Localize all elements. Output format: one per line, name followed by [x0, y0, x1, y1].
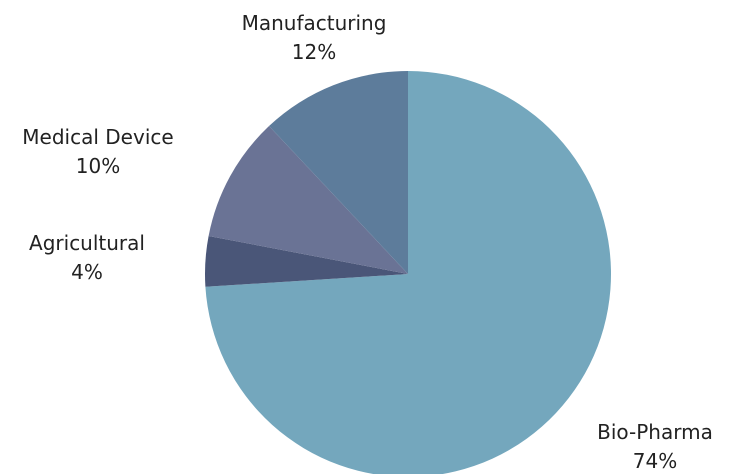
slice-value-bio-pharma: 74% — [632, 449, 678, 473]
pie-slices — [205, 71, 611, 474]
pie-slice-agricultural — [205, 235, 408, 287]
slice-name-bio-pharma: Bio-Pharma — [597, 420, 713, 444]
slice-label-agricultural: Agricultural 4% — [29, 229, 145, 287]
slice-name-medical-device: Medical Device — [22, 125, 174, 149]
slice-value-agricultural: 4% — [71, 260, 103, 284]
slice-name-manufacturing: Manufacturing — [241, 11, 387, 35]
slice-value-manufacturing: 12% — [291, 40, 337, 64]
pie-slice-bio-pharma — [205, 71, 611, 474]
slice-label-manufacturing: Manufacturing 12% — [242, 9, 387, 67]
pie-slice-manufacturing — [269, 71, 408, 274]
slice-value-medical-device: 10% — [75, 154, 121, 178]
slice-name-agricultural: Agricultural — [29, 231, 145, 255]
slice-label-bio-pharma: Bio-Pharma 74% — [597, 418, 713, 476]
pie-slice-medical-device — [208, 126, 408, 275]
slice-label-medical-device: Medical Device 10% — [22, 123, 173, 181]
